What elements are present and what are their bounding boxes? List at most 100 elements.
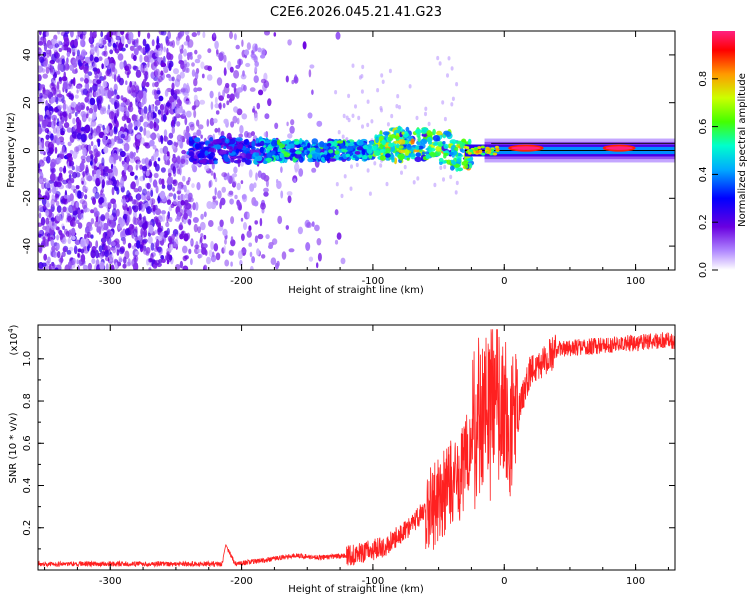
noise-blob (441, 100, 445, 105)
noise-blob (239, 124, 244, 134)
noise-blob (185, 125, 190, 134)
noise-blob (72, 171, 78, 179)
noise-blob (200, 233, 204, 238)
noise-blob (125, 80, 128, 85)
noise-blob (70, 31, 74, 38)
noise-blob (251, 256, 256, 264)
noise-blob (162, 113, 167, 123)
noise-blob (139, 63, 144, 73)
trace-blob (401, 131, 405, 135)
noise-blob (88, 150, 93, 155)
noise-blob (70, 220, 77, 228)
noise-blob (149, 58, 154, 64)
noise-blob (133, 54, 137, 62)
noise-blob (447, 56, 451, 61)
noise-blob (138, 102, 144, 108)
trace-blob (456, 158, 462, 163)
trace-blob (251, 140, 256, 147)
noise-blob (197, 124, 204, 130)
noise-blob (120, 31, 125, 36)
noise-blob (119, 61, 124, 70)
noise-blob (213, 172, 216, 180)
noise-blob (84, 194, 88, 200)
noise-blob (86, 231, 92, 239)
noise-blob (173, 68, 179, 75)
noise-blob (156, 133, 160, 139)
snr-scale-factor: (x104) (7, 324, 20, 355)
noise-blob (167, 182, 173, 191)
trace-blob (200, 149, 205, 155)
noise-blob (75, 185, 80, 190)
noise-blob (145, 251, 150, 256)
noise-blob (133, 228, 138, 238)
noise-blob (218, 102, 222, 109)
noise-blob (77, 248, 82, 253)
noise-blob (125, 43, 129, 48)
noise-blob (290, 119, 295, 126)
trace-blob (192, 160, 197, 165)
noise-blob (204, 65, 210, 71)
trace-blob (230, 157, 235, 163)
noise-blob (118, 155, 122, 162)
noise-blob (334, 239, 339, 245)
noise-blob (104, 45, 107, 51)
noise-blob (132, 216, 137, 225)
trace-blob (388, 142, 394, 148)
noise-blob (193, 109, 197, 119)
noise-blob (176, 156, 181, 165)
noise-blob (52, 127, 58, 134)
trace-blob (404, 149, 410, 157)
noise-blob (48, 147, 54, 155)
noise-blob (170, 203, 175, 208)
noise-blob (260, 78, 267, 84)
noise-blob (172, 199, 179, 205)
noise-blob (137, 185, 142, 193)
noise-blob (148, 224, 154, 234)
noise-blob (280, 166, 283, 173)
trace-blob (464, 164, 469, 169)
line-blob (465, 146, 470, 150)
noise-blob (380, 108, 383, 113)
trace-blob (449, 139, 457, 145)
noise-blob (139, 54, 143, 63)
noise-blob (121, 34, 125, 42)
noise-blob (52, 264, 55, 269)
trace-blob (236, 155, 243, 159)
line-blob (477, 146, 482, 150)
noise-blob (106, 125, 110, 132)
noise-blob (81, 49, 87, 57)
y-tick-label: 0 (22, 147, 33, 153)
trace-blob (259, 140, 265, 147)
noise-blob (221, 186, 226, 193)
noise-blob (231, 173, 238, 178)
noise-blob (306, 222, 312, 228)
noise-blob (334, 209, 339, 216)
noise-blob (38, 175, 44, 185)
noise-blob (314, 224, 320, 232)
noise-blob (408, 84, 412, 89)
noise-blob (73, 245, 78, 255)
noise-blob (135, 114, 139, 120)
noise-blob (455, 82, 459, 87)
noise-blob (108, 254, 114, 262)
line-blob (467, 151, 472, 155)
noise-blob (95, 169, 102, 177)
noise-blob (91, 114, 95, 121)
noise-blob (108, 128, 114, 137)
noise-blob (176, 134, 183, 142)
noise-blob (216, 77, 223, 86)
y-tick-label: 40 (22, 49, 33, 62)
noise-blob (82, 147, 87, 156)
noise-blob (132, 205, 139, 213)
noise-blob (455, 180, 459, 186)
noise-blob (56, 157, 62, 164)
noise-blob (270, 257, 277, 266)
noise-blob (123, 164, 127, 173)
trace-blob (208, 147, 215, 152)
noise-blob (163, 233, 168, 238)
noise-blob (222, 228, 228, 236)
noise-blob (171, 40, 175, 48)
noise-blob (126, 155, 130, 165)
noise-blob (193, 78, 198, 87)
